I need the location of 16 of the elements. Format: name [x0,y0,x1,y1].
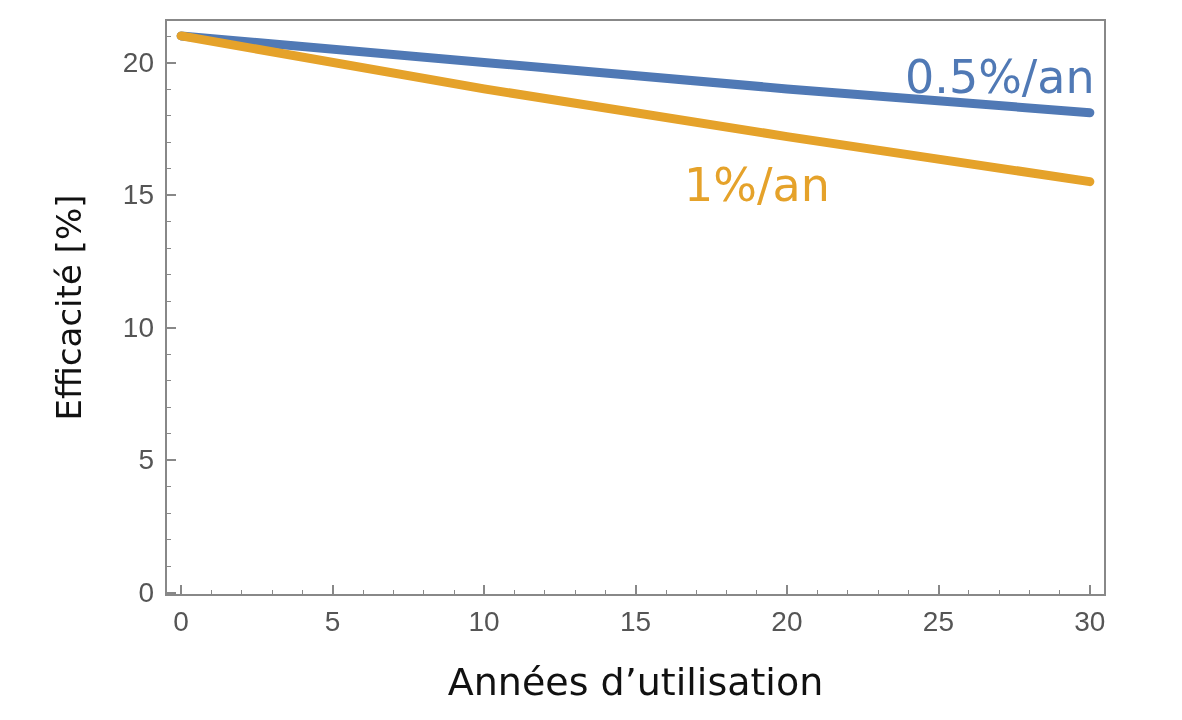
x-tick-label: 15 [619,605,652,637]
x-tick-label: 25 [922,605,954,637]
y-tick-label: 15 [122,179,154,211]
y-tick-label: 20 [122,46,154,78]
y-tick-label: 10 [122,311,154,343]
x-axis-title: Années d’utilisation [447,660,824,704]
series-label: 1%/an [684,157,830,212]
y-tick-label: 5 [138,444,154,476]
x-tick-label: 5 [324,605,341,637]
y-tick-label: 0 [138,576,154,608]
x-tick-label: 30 [1074,605,1106,637]
x-tick-label: 10 [468,605,500,637]
series-label: 0.5%/an [905,49,1095,104]
x-tick-label: 0 [173,605,189,637]
x-tick-label: 20 [771,605,803,637]
y-axis-title: Efficacité [%] [49,194,89,421]
